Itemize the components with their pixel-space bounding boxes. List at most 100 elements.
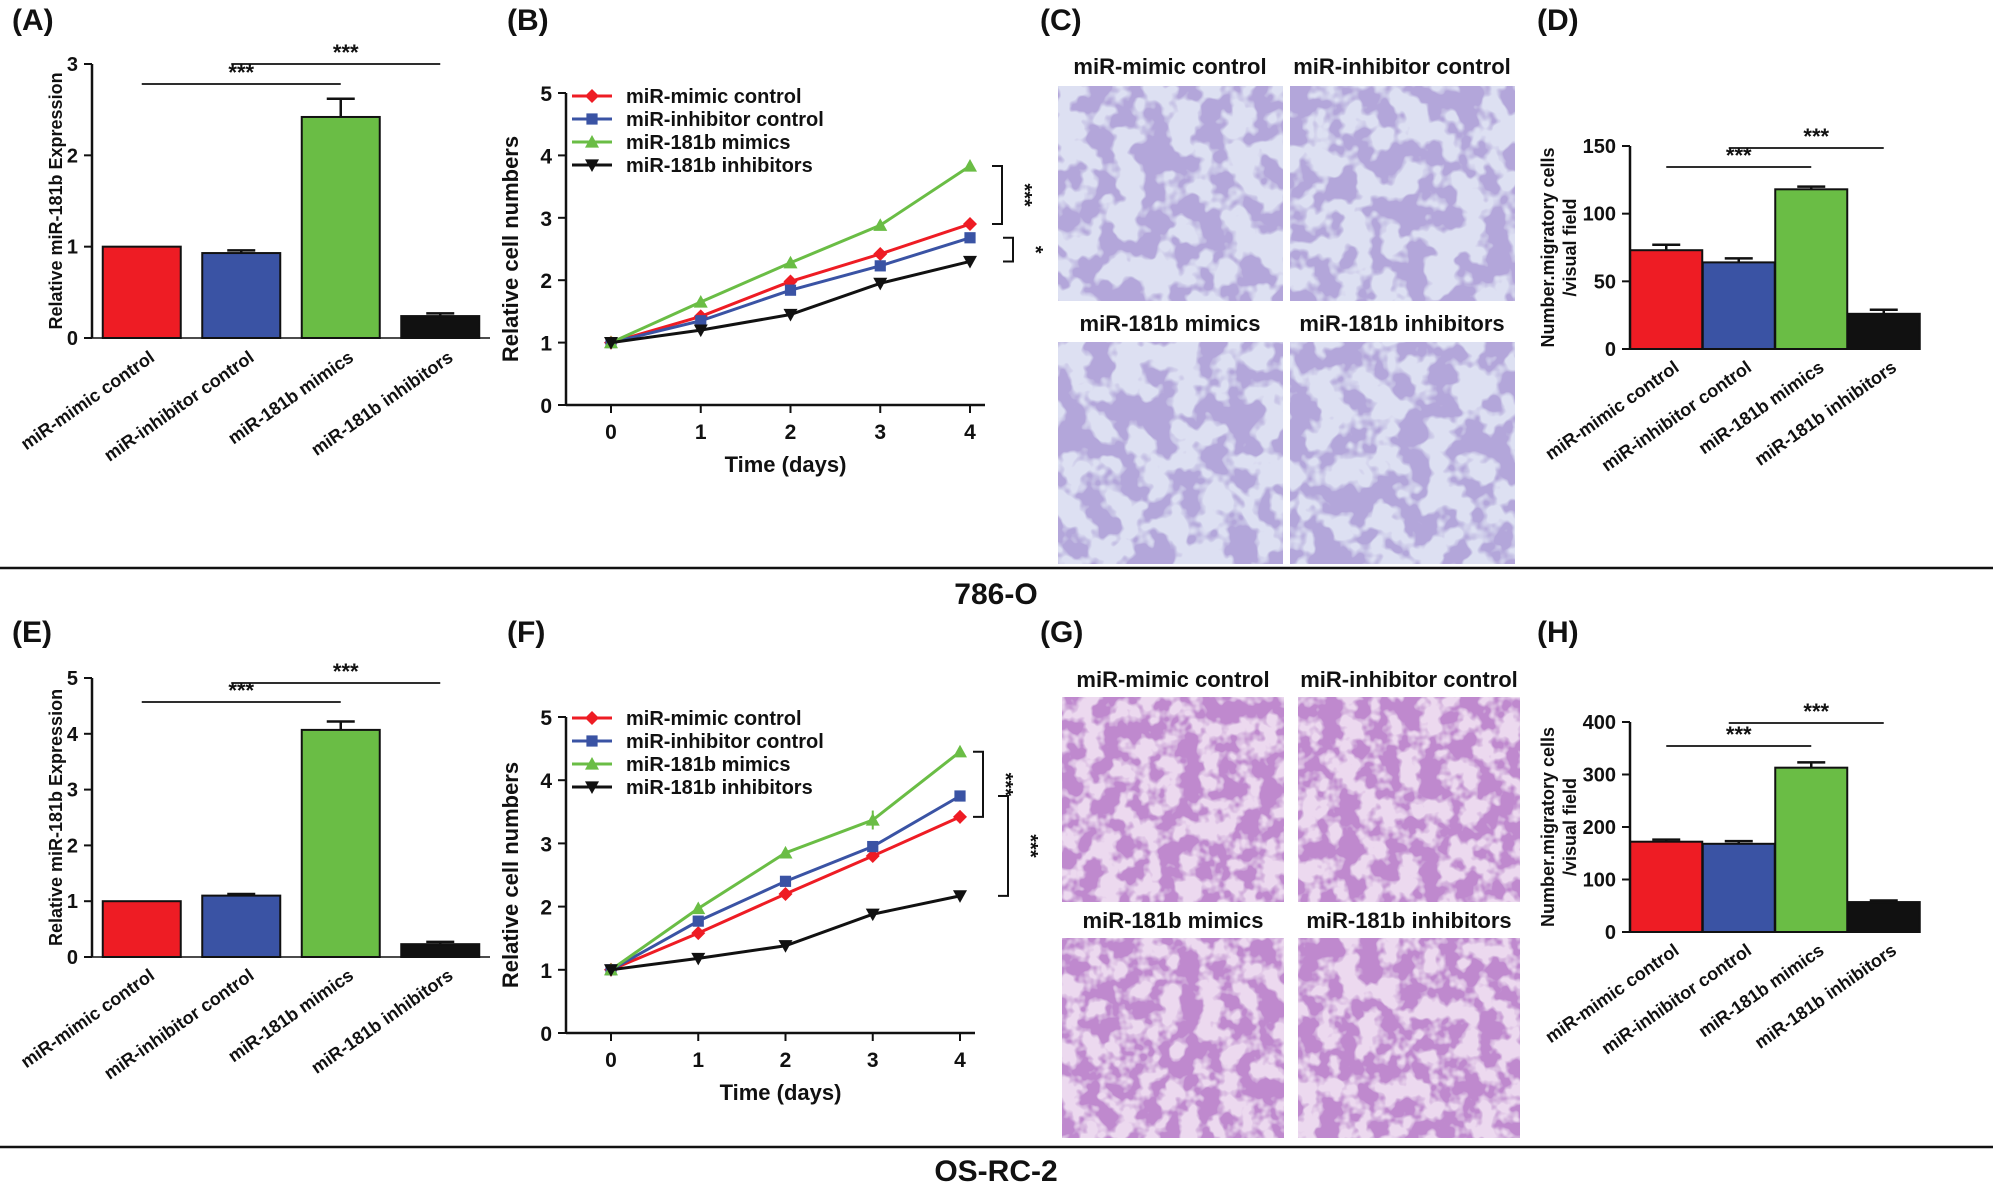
legend-label: miR-inhibitor control [626, 731, 824, 753]
point-marker [585, 711, 599, 725]
point-marker [964, 232, 976, 244]
micrograph-g1-title: miR-mimic control [1076, 667, 1269, 692]
y-tick-label: 3 [540, 208, 552, 231]
row2-cell-line-label: OS-RC-2 [934, 1155, 1057, 1188]
micrograph-c1 [1058, 86, 1283, 301]
point-marker [865, 813, 880, 826]
panel-label-g: (G) [1040, 616, 1083, 649]
panel-label-h: (H) [1537, 616, 1579, 649]
point-marker [865, 849, 880, 864]
legend-label: miR-181b inhibitors [626, 777, 813, 799]
point-marker [954, 790, 966, 802]
significance-stars: *** [1013, 183, 1035, 207]
bar-mir-inhibitor-control [1701, 261, 1776, 350]
panel-label-a: (A) [12, 4, 54, 37]
x-axis-label: Time (days) [720, 1080, 842, 1105]
category-label: miR-181b mimics [1695, 940, 1828, 1041]
y-axis-label: Number.migratory cells/visual field [1538, 727, 1580, 927]
y-tick-label: 0 [67, 328, 78, 350]
point-marker [865, 908, 880, 922]
significance-stars: *** [994, 773, 1016, 797]
point-marker [695, 315, 707, 327]
point-marker [585, 781, 599, 794]
point-marker [691, 926, 706, 941]
micrograph-c1-title: miR-mimic control [1073, 54, 1266, 79]
micrograph-c4 [1290, 342, 1515, 564]
point-marker [867, 840, 879, 853]
y-tick-label: 0 [540, 1023, 552, 1046]
y-axis-label: Relative cell numbers [498, 762, 523, 988]
point-marker [873, 218, 888, 231]
point-marker [778, 845, 793, 859]
y-tick-label: 5 [540, 707, 552, 730]
micrograph-c3 [1058, 342, 1283, 564]
micrograph-c3-title: miR-181b mimics [1080, 311, 1261, 336]
significance-bracket [1003, 236, 1014, 263]
y-axis-label-line: /visual field [1560, 778, 1580, 876]
legend-label: miR-181b mimics [626, 132, 791, 154]
legend-label: miR-181b mimics [626, 754, 791, 776]
point-marker [691, 901, 706, 915]
y-axis-label-line: Relative miR-181b Expression [46, 72, 66, 329]
point-marker [693, 324, 708, 338]
micrograph-g2 [1298, 697, 1520, 902]
significance-stars: *** [1019, 834, 1041, 858]
point-marker [604, 964, 618, 977]
panel-label-e: (E) [12, 616, 52, 649]
y-tick-label: 5 [540, 83, 552, 106]
point-marker [963, 217, 977, 232]
bar-mir-181b-inhibitors [1846, 312, 1921, 350]
micrograph-g2-title: miR-inhibitor control [1300, 667, 1518, 692]
y-tick-label: 200 [1583, 817, 1616, 839]
y-axis-label-line: Number.migratory cells [1538, 727, 1558, 927]
significance-stars: *** [1726, 143, 1752, 168]
point-marker [963, 159, 977, 172]
panel-c-micrographs: miR-mimic control miR-inhibitor control … [1058, 54, 1515, 564]
micrograph-g4 [1298, 938, 1520, 1138]
y-axis-label: Number.migratory cells/visual field [1538, 147, 1580, 347]
legend-label: miR-mimic control [626, 708, 802, 730]
point-marker [783, 255, 798, 269]
point-marker [691, 952, 706, 966]
y-tick-label: 150 [1583, 136, 1616, 158]
y-tick-label: 3 [67, 780, 78, 802]
y-tick-label: 100 [1583, 870, 1616, 892]
legend-label: miR-181b inhibitors [626, 155, 813, 177]
panel-g-micrographs: miR-mimic control miR-inhibitor control … [1062, 667, 1520, 1138]
point-marker [784, 284, 797, 296]
point-marker [586, 735, 598, 747]
y-tick-label: 4 [540, 770, 552, 793]
panel-b-line-chart: 0 1 2 3 4 5 0 1 2 3 4 Time (days) Relative cell numb… [498, 83, 1046, 477]
y-tick-label: 400 [1583, 712, 1616, 734]
x-tick-label: 2 [780, 1049, 792, 1072]
bar-mir-mimic-control [1629, 249, 1704, 350]
point-marker [585, 757, 599, 770]
point-marker [693, 295, 708, 308]
y-tick-label: 4 [540, 145, 552, 168]
point-marker [585, 159, 599, 172]
bar-mir-181b-mimics [1774, 766, 1849, 933]
bar-mir-181b-mimics [300, 115, 381, 340]
significance-stars: *** [333, 659, 359, 684]
panel-label-c: (C) [1040, 4, 1082, 37]
point-marker [874, 260, 886, 272]
bar-mir-mimic-control [101, 900, 182, 959]
micrograph-g3 [1062, 938, 1284, 1138]
significance-stars: *** [228, 678, 254, 703]
y-tick-label: 5 [67, 668, 78, 690]
point-marker [963, 255, 977, 269]
micrograph-c2 [1290, 86, 1515, 301]
significance-stars: *** [1726, 722, 1752, 747]
y-tick-label: 2 [67, 145, 78, 167]
point-marker [783, 308, 798, 322]
panel-label-f: (F) [507, 616, 545, 649]
panel-f-line-chart: 0 1 2 3 4 5 0 1 2 3 4 Time (days) Relative cell numb… [498, 707, 1041, 1105]
point-marker [953, 890, 967, 903]
micrograph-g4-title: miR-181b inhibitors [1306, 908, 1511, 933]
micrograph-g3-title: miR-181b mimics [1083, 908, 1264, 933]
x-tick-label: 1 [692, 1049, 704, 1072]
